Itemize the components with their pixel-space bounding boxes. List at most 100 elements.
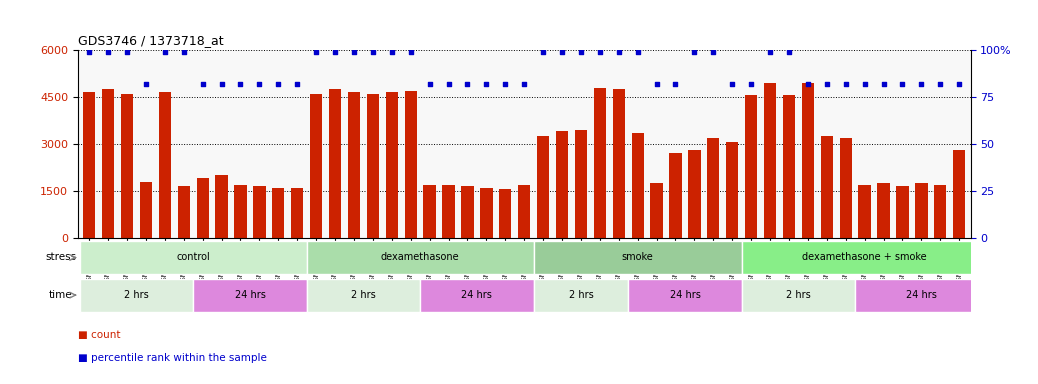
Point [799,81,816,87]
Point [649,81,665,87]
Point [346,49,362,55]
Bar [442,185,455,238]
Text: GDS3746 / 1373718_at: GDS3746 / 1373718_at [78,34,223,47]
Point [118,49,135,55]
Bar [670,154,682,238]
Point [497,81,514,87]
Bar [196,179,209,238]
Bar [177,186,190,238]
Point [913,81,930,87]
Point [705,49,721,55]
Point [951,81,967,87]
FancyBboxPatch shape [193,279,306,311]
Bar [253,186,266,238]
Bar [102,89,114,238]
Bar [953,150,965,238]
Point [743,81,760,87]
Bar [291,188,303,238]
Point [781,49,797,55]
Bar [386,92,398,238]
Point [100,49,116,55]
Bar [840,138,852,238]
Bar [916,183,928,238]
Text: 2 hrs: 2 hrs [786,290,811,300]
Bar [707,138,719,238]
FancyBboxPatch shape [742,279,855,311]
Bar [631,133,644,238]
FancyBboxPatch shape [855,279,987,311]
Point [516,81,532,87]
Point [932,81,949,87]
Bar [120,94,133,238]
Point [327,49,344,55]
Point [308,49,325,55]
Bar [651,183,662,238]
Bar [424,185,436,238]
Bar [499,189,512,238]
Bar [481,188,492,238]
Text: dexamethasone + smoke: dexamethasone + smoke [802,252,927,263]
Bar [858,185,871,238]
Bar [764,83,776,238]
Point [838,81,854,87]
FancyBboxPatch shape [534,241,742,274]
Bar [783,95,795,238]
Point [157,49,173,55]
Bar [83,92,95,238]
Text: time: time [49,290,73,300]
Bar [745,95,758,238]
Point [592,49,608,55]
Bar [235,185,247,238]
Point [251,81,268,87]
Point [233,81,249,87]
Text: ■ count: ■ count [78,330,120,340]
Point [819,81,836,87]
Text: 24 hrs: 24 hrs [906,290,936,300]
Point [894,81,910,87]
Text: dexamethasone: dexamethasone [381,252,460,263]
Bar [518,185,530,238]
Bar [159,92,171,238]
Point [138,81,155,87]
Point [289,81,305,87]
Bar [934,185,947,238]
Point [762,49,778,55]
Point [686,49,703,55]
Point [403,49,419,55]
Bar [801,83,814,238]
Bar [612,89,625,238]
Bar [405,91,417,238]
Point [573,49,590,55]
Point [383,49,400,55]
Point [440,81,457,87]
Text: stress: stress [46,252,77,263]
Point [610,49,627,55]
Text: 2 hrs: 2 hrs [351,290,376,300]
Text: 24 hrs: 24 hrs [670,290,701,300]
Bar [877,183,890,238]
Bar [366,94,379,238]
Bar [688,150,701,238]
FancyBboxPatch shape [742,241,987,274]
Text: 2 hrs: 2 hrs [569,290,594,300]
Point [194,81,211,87]
Bar [310,94,322,238]
Bar [575,130,588,238]
Bar [216,175,227,238]
Point [364,49,381,55]
Point [270,81,286,87]
Bar [348,92,360,238]
Bar [821,136,832,238]
Point [535,49,551,55]
Text: control: control [176,252,210,263]
Text: 2 hrs: 2 hrs [125,290,148,300]
FancyBboxPatch shape [628,279,742,311]
Bar [140,182,153,238]
Point [723,81,740,87]
FancyBboxPatch shape [80,241,306,274]
Bar [461,186,473,238]
Text: smoke: smoke [622,252,654,263]
Point [875,81,892,87]
Point [459,81,475,87]
Text: 24 hrs: 24 hrs [462,290,492,300]
